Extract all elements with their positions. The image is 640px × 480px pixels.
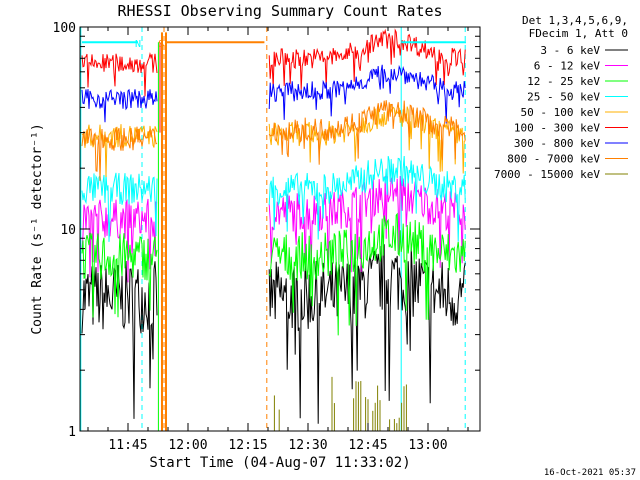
series-line <box>268 28 466 90</box>
legend-entry-label: 7000 - 15000 keV <box>494 168 600 181</box>
legend-entry-label: 3 - 6 keV <box>540 44 600 57</box>
legend: Det 1,3,4,5,6,9,FDecim 1, Att 0 3 - 6 keV… <box>494 14 628 181</box>
y-axis-label: Count Rate (s⁻¹ detector⁻¹) <box>30 123 45 334</box>
series-line <box>81 52 158 97</box>
legend-entry-label: 50 - 100 keV <box>521 106 601 119</box>
x-tick-label: 11:45 <box>108 438 147 453</box>
series-line <box>268 100 466 165</box>
series-line <box>81 88 158 123</box>
legend-entry-label: 100 - 300 keV <box>514 122 600 135</box>
legend-entry-label: 6 - 12 keV <box>534 60 601 73</box>
series-line <box>268 64 466 124</box>
series-line <box>81 232 158 318</box>
x-axis-label: Start Time (04-Aug-07 11:33:02) <box>149 455 410 471</box>
x-tick-label: 12:30 <box>288 438 327 453</box>
y-tick-label: 100 <box>53 21 76 36</box>
x-tick-label: 13:00 <box>408 438 447 453</box>
legend-header: Det 1,3,4,5,6,9, <box>522 14 628 27</box>
series-line <box>268 243 466 424</box>
series-line <box>268 212 466 336</box>
series-line <box>81 172 158 242</box>
series-line <box>81 126 158 181</box>
series-line <box>81 260 158 419</box>
axes: 11:45 12:00 12:15 12:30 12:45 13:00 1 10 100 <box>53 21 480 453</box>
series-line <box>268 155 466 242</box>
series-line <box>268 175 466 274</box>
legend-entry-label: 800 - 7000 keV <box>507 153 600 166</box>
legend-header: FDecim 1, Att 0 <box>529 27 628 40</box>
marker-label-n: N <box>135 39 141 50</box>
x-tick-label: 12:45 <box>348 438 387 453</box>
footer-timestamp: 16-Oct-2021 05:37 <box>544 468 636 478</box>
y-tick-label: 1 <box>68 425 76 440</box>
x-tick-label: 12:15 <box>228 438 267 453</box>
legend-entry-label: 25 - 50 keV <box>527 91 600 104</box>
legend-entry-label: 12 - 25 keV <box>527 75 600 88</box>
marker-label-s: S <box>158 39 164 50</box>
x-tick-label: 12:00 <box>168 438 207 453</box>
y-tick-label: 10 <box>60 223 76 238</box>
legend-entry-label: 300 - 800 keV <box>514 137 600 150</box>
chart-title: RHESSI Observing Summary Count Rates <box>117 2 442 20</box>
